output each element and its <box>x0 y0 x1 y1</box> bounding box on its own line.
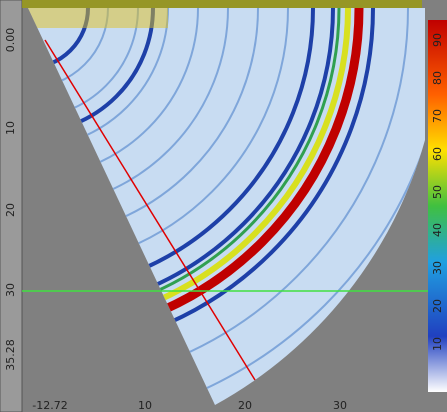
scale-label: 20 <box>431 299 444 313</box>
scale-label: 40 <box>431 223 444 237</box>
bottom-ruler-label: 30 <box>333 399 347 412</box>
left-ruler-label: 35.28 <box>4 339 17 371</box>
top-strip <box>22 0 422 8</box>
scale-label: 60 <box>431 147 444 161</box>
scale-label: 30 <box>431 261 444 275</box>
left-ruler <box>0 0 23 412</box>
scale-label: 70 <box>431 109 444 123</box>
color-scale <box>428 20 447 392</box>
scale-label: 90 <box>431 33 444 47</box>
scale-label: 50 <box>431 185 444 199</box>
left-ruler-label: 30 <box>4 283 17 297</box>
left-ruler-label: 20 <box>4 203 17 217</box>
scale-label: 10 <box>431 337 444 351</box>
left-ruler-label: 10 <box>4 121 17 135</box>
bottom-ruler-label: 10 <box>138 399 152 412</box>
cursor-line <box>44 39 256 381</box>
bottom-ruler-label: 20 <box>238 399 252 412</box>
scale-label: 80 <box>431 71 444 85</box>
bottom-ruler-label: -12.72 <box>32 399 67 412</box>
left-ruler-label: 0.00 <box>4 28 17 53</box>
